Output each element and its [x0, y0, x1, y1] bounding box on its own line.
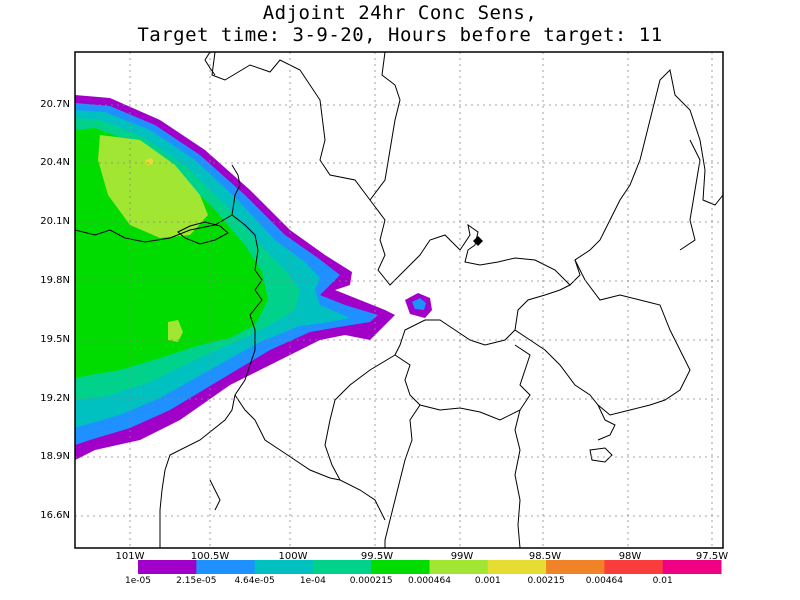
lon-label-100: 100W	[278, 551, 308, 562]
legend-label: 1e-05	[125, 576, 151, 586]
legend-label: 0.001	[474, 576, 501, 586]
legend-swatch	[138, 560, 197, 574]
plot-frame	[74, 51, 724, 549]
target-marker-icon	[473, 236, 483, 246]
contour-level-6	[98, 135, 208, 238]
lat-label-16-6: 16.6N	[40, 510, 70, 521]
title-line-2: Target time: 3-9-20, Hours before target…	[137, 24, 663, 46]
legend-swatch	[254, 560, 314, 574]
legend-label: 0.01	[652, 576, 673, 586]
lon-label-98: 98W	[618, 551, 642, 562]
grid	[75, 52, 723, 548]
plot-title: Adjoint 24hr Conc Sens, Target time: 3-9…	[0, 2, 800, 46]
title-line-1: Adjoint 24hr Conc Sens,	[262, 2, 538, 24]
legend-swatch	[371, 560, 430, 574]
legend-label: 1e-04	[299, 576, 326, 586]
lon-label-98-5: 98.5W	[528, 551, 562, 562]
legend-label: 0.00464	[585, 576, 623, 586]
legend-label: 4.64e-05	[234, 576, 275, 586]
legend-swatch	[196, 560, 256, 574]
legend-swatch	[604, 560, 664, 574]
lat-label-18-9: 18.9N	[40, 451, 70, 462]
lat-label-19-8: 19.8N	[40, 275, 70, 286]
lat-label-20-7: 20.7N	[40, 99, 70, 110]
legend-label: 2.15e-05	[176, 576, 217, 586]
contour-level-6b	[168, 320, 183, 342]
legend-swatch	[429, 560, 489, 574]
state-boundaries	[75, 52, 723, 548]
lon-label-97-5: 97.5W	[695, 551, 729, 562]
legend-swatch	[546, 560, 605, 574]
lat-label-19-5: 19.5N	[40, 334, 70, 345]
sensitivity-contours	[75, 95, 432, 460]
contour-isolated-inner	[412, 298, 426, 310]
legend-label: 0.000215	[349, 576, 393, 586]
lat-label-20-4: 20.4N	[40, 157, 70, 168]
legend-swatch	[312, 560, 372, 574]
lat-label-19-2: 19.2N	[40, 393, 70, 404]
lon-label-100-5: 100.5W	[190, 551, 230, 562]
legend-label: 0.00215	[527, 576, 565, 586]
lon-label-99-5: 99.5W	[360, 551, 394, 562]
lon-label-99: 99W	[450, 551, 474, 562]
legend-swatch	[662, 560, 722, 574]
lat-label-20-1: 20.1N	[40, 216, 70, 227]
lon-label-101: 101W	[115, 551, 145, 562]
legend-colorbar	[138, 560, 722, 574]
legend-label: 0.000464	[408, 576, 451, 586]
legend-swatch	[487, 560, 547, 574]
